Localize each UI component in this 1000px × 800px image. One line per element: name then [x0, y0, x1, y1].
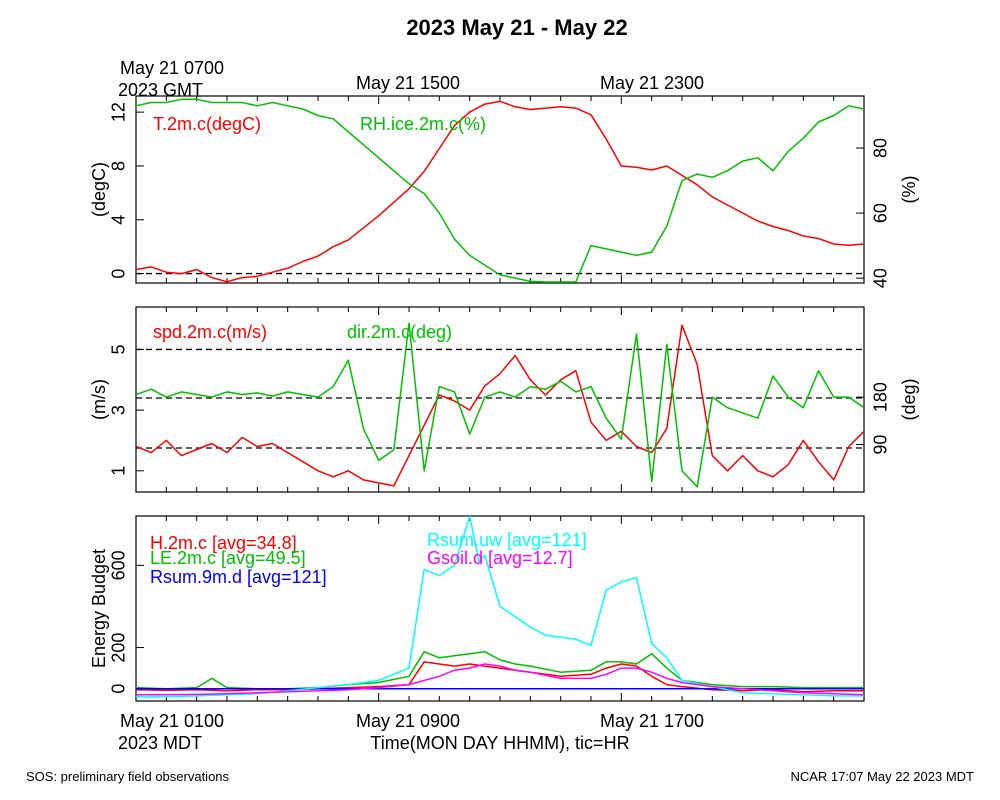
panel-1-ytick-2: 8 [109, 161, 129, 171]
panel-2-series-1-line [136, 324, 864, 487]
bottom-axis-label-1-year: 2023 MDT [118, 733, 202, 753]
panel-1-ytick-3: 12 [109, 102, 129, 122]
panel-2-series-2-line [136, 322, 864, 488]
top-axis-label-3: May 21 2300 [600, 73, 704, 93]
panel-1-ylabel-right: (%) [899, 176, 919, 204]
panel-2-ytick-1: 3 [109, 405, 129, 415]
top-axis-label-2: May 21 1500 [356, 73, 460, 93]
panel-2-legend-2: dir.2m.c(deg) [347, 322, 452, 342]
panel-3-ytick-0: 0 [109, 684, 129, 694]
panel-3-series-4-line [136, 516, 864, 698]
panel-2-ytick-right-0: 90 [871, 435, 891, 455]
panel-1-ytick-1: 4 [109, 215, 129, 225]
panel-1-series-1-line [136, 100, 864, 283]
panel-2-ylabel-right: (deg) [899, 378, 919, 420]
panel-1-ytick-0: 0 [109, 269, 129, 279]
panel-3-legend-5: Gsoil.d [avg=12.7] [427, 548, 573, 568]
panel-3-legend-1: H.2m.c [avg=34.8] [150, 533, 297, 553]
panel-2-ylabel: (m/s) [89, 379, 109, 420]
panel-1-series-2-line [136, 98, 864, 283]
top-axis-label-1: May 21 0700 [120, 58, 224, 78]
panel-1-ytick-right-0: 40 [871, 268, 891, 288]
panel-2-ytick-0: 1 [109, 466, 129, 476]
panel-1: 0 4 8 12 40 60 80 (degC) (%) T.2m.c(degC) RH.ice.2… [89, 95, 919, 288]
x-axis-label: Time(MON DAY HHMM), tic=HR [370, 733, 629, 753]
panel-1-ylabel: (degC) [89, 162, 109, 217]
panel-2-legend-1: spd.2m.c(m/s) [153, 322, 267, 342]
top-axis-label-1-year: 2023 GMT [118, 80, 203, 100]
footer-right: NCAR 17:07 May 22 2023 MDT [790, 769, 974, 784]
panel-3-ytick-1: 200 [109, 633, 129, 663]
panel-1-legend-2: RH.ice.2m.c(%) [360, 114, 486, 134]
bottom-axis-label-2: May 21 0900 [356, 711, 460, 731]
chart-title: 2023 May 21 - May 22 [406, 15, 627, 40]
panel-3-legend-4: Rsum.uw [avg=121] [427, 530, 587, 550]
panel-3-legend-2: LE.2m.c [avg=49.5] [150, 548, 306, 568]
panel-2-ytick-right-1: 180 [871, 382, 891, 412]
panel-2: 1 3 5 90 180 (m/s) (deg) spd.2m.c(m/s) dir.2m.c(… [89, 306, 919, 493]
bottom-axis-label-1: May 21 0100 [120, 711, 224, 731]
footer-left: SOS: preliminary field observations [26, 769, 230, 784]
panel-3-ytick-2: 600 [109, 550, 129, 580]
panel-3-series-2-line [136, 650, 864, 690]
panel-1-ytick-right-2: 80 [871, 138, 891, 158]
panel-2-ytick-2: 5 [109, 344, 129, 354]
panel-3-series-5-line [136, 663, 864, 696]
panel-1-ytick-right-1: 60 [871, 203, 891, 223]
panel-1-legend-1: T.2m.c(degC) [153, 114, 261, 134]
bottom-axis-label-3: May 21 1700 [600, 711, 704, 731]
panel-3-legend-3: Rsum.9m.d [avg=121] [150, 567, 327, 587]
panel-3-ylabel: Energy Budget [89, 549, 109, 668]
